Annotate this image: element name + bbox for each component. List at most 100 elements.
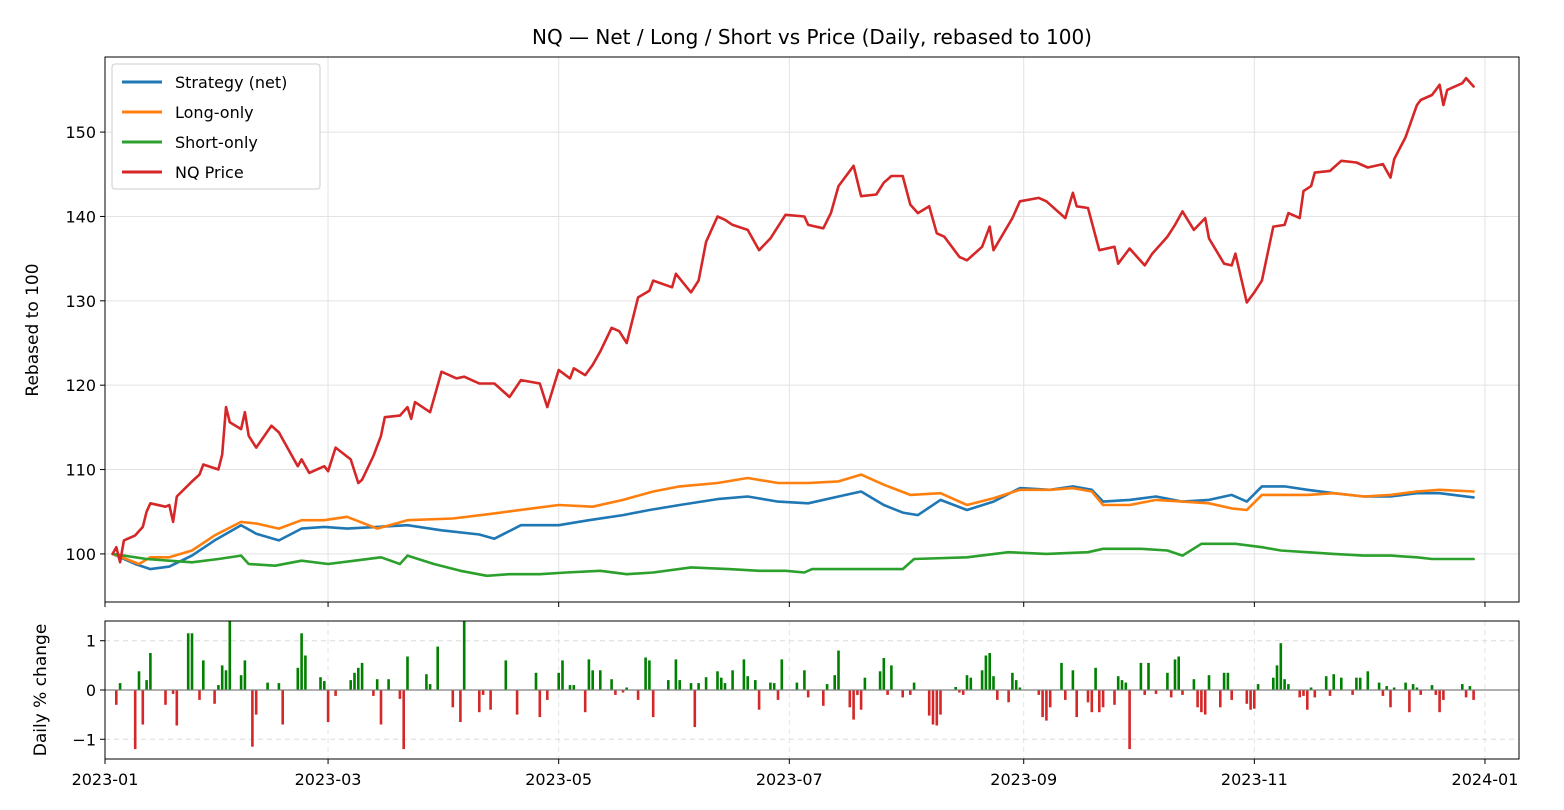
return-bar (1147, 662, 1150, 690)
return-bar (504, 660, 508, 690)
return-bar (360, 662, 364, 690)
return-bar (1048, 690, 1052, 708)
return-bar (1007, 690, 1010, 703)
return-bar (1075, 690, 1078, 718)
return-bar (1253, 690, 1256, 709)
return-bar (1256, 684, 1260, 690)
return-bar (349, 680, 352, 690)
return-bar (988, 653, 991, 690)
return-bar (803, 670, 806, 690)
return-bar (1071, 670, 1075, 690)
return-bar (459, 690, 462, 722)
return-bar (1124, 682, 1128, 690)
return-bar (1287, 684, 1290, 690)
legend-label: Short-only (175, 133, 258, 152)
return-bar (1298, 690, 1301, 698)
return-bar (568, 685, 572, 690)
return-bar (1060, 662, 1063, 690)
returns-y-axis-label: Daily % change (31, 624, 51, 757)
return-bar (599, 670, 602, 690)
return-bar (1324, 676, 1328, 690)
x-tick-label: 2023-09 (990, 770, 1057, 789)
return-bar (651, 690, 655, 718)
returns-y-tick-label: −1 (72, 730, 96, 749)
x-tick-label: 2023-05 (525, 770, 592, 789)
return-bar (754, 680, 757, 690)
x-tick-label: 2024-01 (1452, 770, 1519, 789)
return-bar (402, 690, 405, 750)
return-bar (428, 684, 432, 690)
return-bar (882, 658, 886, 690)
return-bar (1358, 677, 1362, 690)
return-bar (323, 681, 326, 690)
return-bar (1181, 690, 1184, 695)
return-bar (1430, 685, 1434, 690)
return-bar (1086, 690, 1090, 703)
return-bar (1313, 690, 1317, 698)
return-bar (115, 690, 118, 705)
return-bar (1120, 680, 1124, 690)
return-bar (1272, 677, 1275, 690)
return-bar (757, 690, 761, 710)
main-x-tick-marks (104, 602, 1486, 607)
return-bar (202, 660, 205, 690)
return-bar (716, 671, 719, 690)
return-bar (1332, 674, 1335, 690)
return-bar (1389, 690, 1392, 708)
return-bar (1207, 675, 1211, 690)
return-bar (334, 690, 337, 696)
return-bar (353, 672, 356, 691)
return-bar (1415, 687, 1419, 690)
return-bar (1090, 690, 1094, 713)
return-bar (961, 690, 965, 695)
series-line-nq-price (111, 76, 1475, 564)
return-bar (1468, 686, 1472, 690)
return-bar (1166, 672, 1169, 691)
returns-y-axis: −1 0 1 (72, 632, 105, 749)
return-bar (931, 690, 935, 725)
return-bar (1094, 667, 1097, 690)
main-y-tick-label: 140 (65, 207, 96, 226)
return-bar (228, 621, 232, 690)
return-bar (648, 660, 651, 690)
return-bar (1177, 656, 1180, 690)
return-bar (1442, 690, 1445, 700)
legend-box (111, 63, 321, 190)
return-bar (780, 659, 784, 690)
return-bar (1098, 690, 1101, 713)
return-bar (769, 682, 772, 690)
return-bar (1351, 690, 1354, 695)
return-bar (398, 690, 402, 699)
return-bar (720, 677, 723, 690)
return-bar (965, 675, 969, 690)
return-bar (1309, 687, 1313, 690)
return-bar (515, 690, 519, 715)
return-bar (1411, 684, 1415, 690)
return-bar (912, 682, 916, 690)
series-line-short-only (111, 542, 1475, 578)
return-bar (481, 690, 485, 695)
return-bar (935, 690, 939, 726)
return-bar (1279, 643, 1283, 690)
return-bar (1245, 690, 1249, 704)
x-tick-label: 2023-11 (1221, 770, 1288, 789)
return-bar (969, 677, 973, 690)
return-bar (164, 690, 167, 705)
return-bar (1173, 659, 1177, 690)
return-bar (546, 690, 549, 700)
legend-label: NQ Price (175, 163, 244, 182)
return-bar (731, 670, 734, 690)
return-bar (1203, 690, 1207, 715)
return-bar (462, 621, 466, 690)
return-bar (357, 667, 360, 690)
return-bar (1196, 690, 1199, 708)
return-bar (1328, 690, 1332, 696)
return-bar (1230, 690, 1233, 700)
return-bar (1306, 690, 1309, 710)
return-bar (1113, 690, 1116, 705)
return-bar (795, 682, 799, 690)
return-bar (254, 690, 258, 715)
return-bar (704, 677, 708, 690)
return-bar (406, 656, 409, 690)
